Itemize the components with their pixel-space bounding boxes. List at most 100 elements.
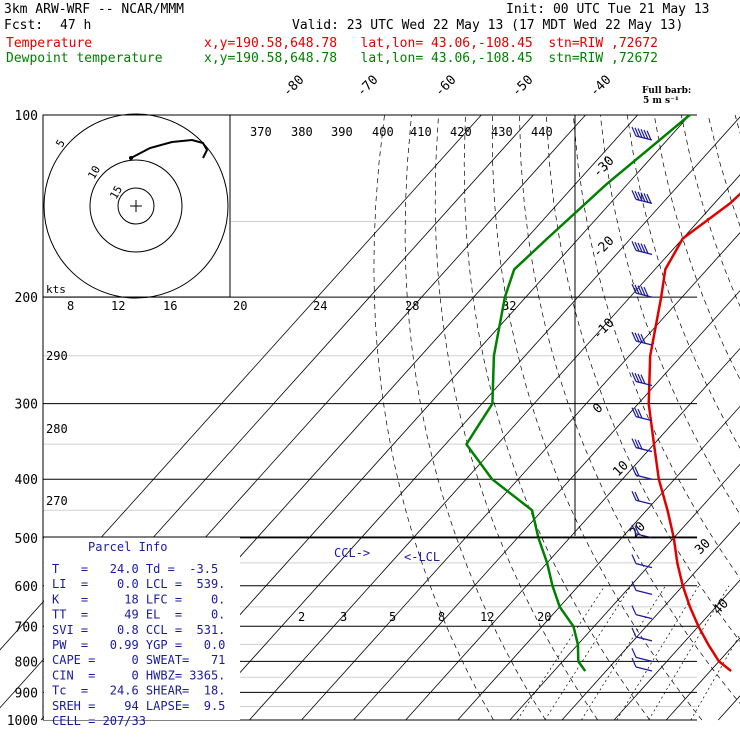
theta-label: 290 (46, 349, 68, 363)
hodograph-ring-label: 10 (85, 164, 103, 182)
hodograph-origin (129, 156, 133, 160)
barb-flag (640, 374, 646, 385)
mixing-ratio-line (690, 633, 740, 721)
hodograph-speed-label: 28 (405, 299, 419, 313)
barb-flag (640, 192, 646, 202)
barb-flag (631, 241, 637, 251)
barb-flag (640, 129, 646, 139)
temperature-tick-label: -10 (590, 316, 617, 343)
hodograph-speed-label: 32 (502, 299, 516, 313)
sounding-profiles (465, 114, 740, 672)
mixing-ratio-label: 20 (537, 610, 551, 624)
dry-adiabat (519, 114, 740, 704)
barb-flag (646, 130, 652, 141)
mixing-ratio-line (616, 585, 700, 721)
barb-flag (637, 128, 643, 138)
barb-flag (637, 373, 643, 384)
pressure-label: 800 (15, 655, 38, 670)
forecast-label: Fcst: (4, 18, 44, 33)
mixing-ratio-label: 2 (298, 610, 305, 624)
barb-flag (631, 283, 637, 294)
mixing-ratio-label: 5 (389, 610, 396, 624)
hodograph-ring (89, 159, 183, 253)
hodograph-ring-label: 15 (107, 184, 125, 202)
wind-barb (631, 581, 653, 596)
barb-flag (643, 193, 649, 203)
hodograph-trace (130, 138, 209, 159)
wind-barb (631, 554, 653, 569)
barb-flag (631, 554, 637, 564)
mixing-ratio-line (581, 585, 666, 721)
parcel-info-row: PW = 0.99 YGP = 0.0 (52, 638, 225, 652)
parcel-info-row: SVI = 0.8 CCL = 531. (52, 623, 225, 637)
barb-flag (631, 126, 637, 137)
dewpoint-point-info: x,y=190.58,648.78 lat,lon= 43.06,-108.45… (204, 51, 658, 66)
temperature-line (647, 192, 740, 672)
barb-flag (637, 285, 643, 295)
theta-label: 420 (450, 125, 472, 139)
theta-label: 410 (410, 125, 432, 139)
dry-adiabat (373, 114, 494, 721)
isotherm (718, 695, 740, 721)
wind-barb (631, 491, 653, 505)
wind-barb (631, 283, 653, 298)
temperature-legend: Temperature (6, 36, 93, 51)
barb-flag (646, 193, 652, 204)
hodograph-units: kts (46, 283, 66, 296)
pressure-label: 500 (15, 532, 38, 547)
barb-flag (631, 190, 637, 200)
barb-flag (634, 491, 640, 502)
barb-flag (631, 524, 637, 535)
wind-barb (631, 190, 653, 205)
barb-staff (635, 614, 653, 620)
ccl-marker: CCL-> (334, 546, 370, 560)
hodograph-speed-label: 16 (163, 299, 177, 313)
isotherm (457, 405, 740, 721)
isotherm (405, 347, 740, 721)
barb-staff (635, 636, 653, 642)
barb-flag (631, 407, 637, 417)
mixing-ratio-line (517, 585, 606, 721)
wind-barb (631, 657, 653, 672)
theta-label: 400 (372, 125, 394, 139)
mixing-ratio-label: 8 (438, 610, 445, 624)
parcel-info-row: K = 18 LFC = 0. (52, 592, 225, 606)
isotherm (249, 174, 740, 721)
theta-label: 270 (46, 494, 68, 508)
dry-adiabat (599, 114, 740, 515)
barb-staff (635, 666, 653, 672)
barb-flag (631, 627, 637, 638)
pressure-axis-labels: 100 200 300 400 500 600 700 800 900 1000 (7, 109, 38, 729)
parcel-info-row: LI = 0.0 LCL = 539. (52, 577, 225, 591)
temperature-tick-label: 10 (610, 458, 632, 480)
barb-legend-line2: 5 m s⁻¹ (643, 96, 679, 106)
barb-flag (631, 657, 637, 668)
barb-flag (634, 127, 640, 138)
barb-flag (631, 648, 637, 658)
dry-adiabat (572, 114, 740, 579)
dry-adiabat (545, 114, 740, 642)
barb-flag (634, 439, 640, 449)
barb-flag (634, 190, 640, 201)
temperature-tick-label: -30 (590, 154, 617, 181)
barb-flag (637, 333, 643, 343)
barb-flag (631, 372, 637, 382)
valid-time: Valid: 23 UTC Wed 22 May 13 (17 MDT Wed … (292, 18, 684, 33)
hodograph-ring (43, 113, 229, 299)
barb-flag (634, 241, 640, 252)
barb-flag (640, 334, 646, 344)
dry-adiabat (434, 114, 598, 721)
barb-flag (631, 331, 637, 342)
dry-adiabat (404, 114, 546, 721)
barb-staff (635, 589, 653, 596)
barb-flag (634, 408, 640, 418)
parcel-info-box: Parcel Info T = 24.0 Td = -3.5LI = 0.0 LC… (43, 536, 697, 728)
wind-barb (631, 331, 653, 346)
temperature-tick-label: 40 (710, 596, 732, 618)
barb-flag (634, 373, 640, 383)
hodograph-speed-label: 8 (67, 299, 74, 313)
hodograph-speed-label: 12 (111, 299, 125, 313)
dry-adiabat (492, 114, 703, 721)
